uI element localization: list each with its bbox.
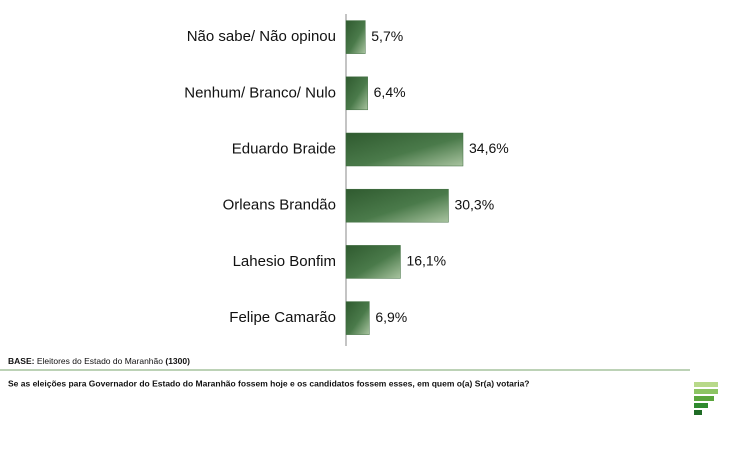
base-note: BASE: Eleitores do Estado do Maranhão (1…	[8, 356, 190, 366]
category-label: Eduardo Braide	[232, 140, 336, 157]
logo	[694, 382, 718, 415]
bar	[345, 76, 368, 111]
value-label: 6,9%	[375, 309, 407, 325]
value-label: 5,7%	[371, 28, 403, 44]
category-label: Nenhum/ Branco/ Nulo	[184, 84, 336, 101]
category-label: Orleans Brandão	[223, 197, 336, 214]
bar	[345, 20, 366, 54]
value-label: 16,1%	[406, 253, 446, 269]
base-text: Eleitores do Estado do Maranhão	[37, 356, 163, 366]
bar	[345, 245, 401, 279]
question: Se as eleições para Governador do Estado…	[8, 378, 530, 388]
category-label: Lahesio Bonfim	[233, 253, 336, 270]
category-label: Não sabe/ Não opinou	[187, 28, 336, 45]
value-label: 30,3%	[454, 196, 494, 212]
base-n: (1300)	[165, 356, 190, 366]
bar	[345, 301, 370, 335]
bar	[345, 188, 449, 223]
base-label: BASE:	[8, 356, 35, 366]
category-label: Felipe Camarão	[229, 309, 336, 326]
value-label: 6,4%	[374, 84, 406, 100]
bar	[345, 132, 464, 167]
value-label: 34,6%	[469, 140, 509, 156]
